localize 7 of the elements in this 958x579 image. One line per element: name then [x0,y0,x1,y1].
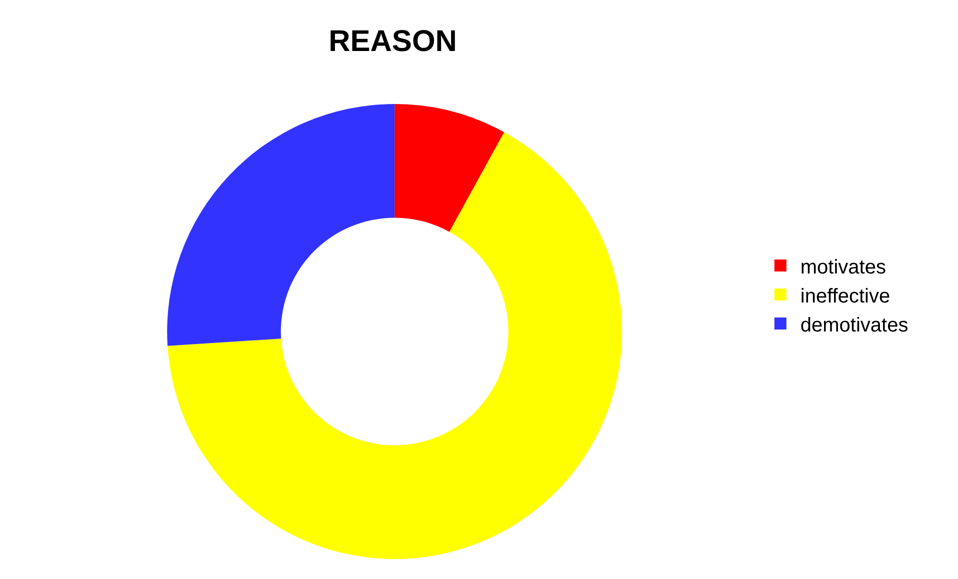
legend-label: demotivates [800,314,908,336]
legend-label: ineffective [800,285,890,308]
chart-title: REASON [328,25,457,58]
donut-slice [168,132,622,559]
donut-slice [168,104,395,346]
legend-label: motivates [800,256,886,278]
donut-slice [394,104,504,232]
